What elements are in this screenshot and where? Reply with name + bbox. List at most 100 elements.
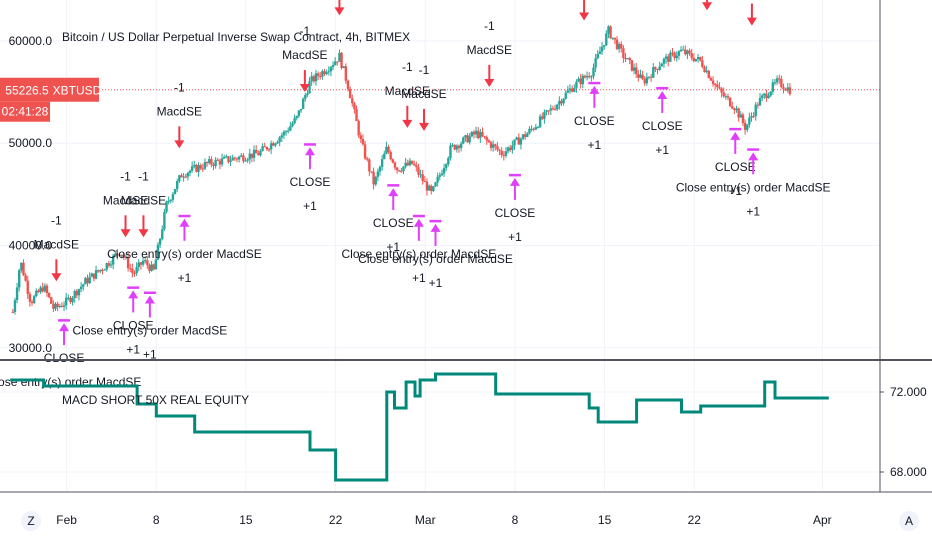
- candle-body: [229, 160, 232, 162]
- candle-body: [769, 91, 772, 96]
- auto-scale-button[interactable]: A: [899, 511, 919, 531]
- candle-body: [600, 46, 604, 52]
- candle-body: [161, 229, 164, 239]
- candle-body: [728, 97, 732, 107]
- short-arrow-head: [120, 229, 131, 238]
- candle-body: [660, 63, 664, 67]
- candle-body: [504, 151, 508, 156]
- signal-qty-label: +1: [412, 271, 426, 285]
- candle-body: [412, 163, 416, 166]
- candle-body: [235, 158, 239, 160]
- candle-body: [784, 89, 787, 91]
- candle-body: [370, 171, 373, 173]
- candle-body: [536, 127, 540, 129]
- candle-body: [701, 60, 704, 68]
- candle-body: [265, 146, 269, 150]
- candle-body: [259, 150, 262, 156]
- candle-body: [150, 264, 153, 271]
- candle-body: [470, 131, 474, 137]
- x-tick-label: 22: [688, 513, 702, 527]
- candle-body: [79, 286, 83, 290]
- close-arrow-bar: [656, 86, 669, 90]
- candle-body: [521, 134, 525, 139]
- short-arrow-head: [484, 78, 495, 87]
- candle-body: [30, 301, 34, 304]
- candle-body: [107, 263, 111, 266]
- candle-body: [468, 136, 471, 143]
- candle-body: [442, 168, 446, 174]
- candle-body: [308, 81, 311, 94]
- candle-body: [406, 162, 409, 166]
- x-tick-label: Feb: [56, 513, 77, 527]
- candle-body: [84, 278, 87, 285]
- signal-close-label: CLOSE: [113, 318, 154, 332]
- candle-body: [696, 56, 700, 60]
- close-arrow-head: [589, 85, 600, 94]
- candle-body: [746, 124, 749, 130]
- candle-body: [129, 268, 132, 270]
- candle-body: [707, 70, 710, 78]
- candle-body: [64, 297, 68, 306]
- candle-body: [609, 26, 612, 39]
- candle-body: [733, 108, 736, 111]
- candle-body: [491, 144, 495, 148]
- candle-body: [519, 138, 523, 145]
- candle-body: [212, 164, 215, 166]
- candle-body: [720, 88, 723, 93]
- candle-body: [688, 50, 691, 54]
- candle-body: [741, 114, 745, 123]
- candle-body: [432, 186, 435, 192]
- close-arrow-bar: [729, 127, 742, 131]
- close-arrow-bar: [387, 184, 400, 187]
- candle-body: [321, 71, 324, 77]
- equity-series-name: MACD SHORT 50X REAL EQUITY: [62, 393, 249, 407]
- candle-body: [188, 170, 192, 173]
- candle-body: [304, 94, 307, 99]
- signal-close-label: Close entry(s) order MacdSE: [73, 324, 228, 338]
- candle-body: [201, 168, 205, 170]
- candle-body: [517, 137, 520, 145]
- candle-body: [679, 49, 683, 52]
- candle-body: [203, 162, 207, 169]
- candle-body: [434, 182, 437, 187]
- candle-body: [178, 175, 181, 182]
- candle-body: [306, 93, 309, 95]
- candle-body: [613, 37, 617, 40]
- candle-body: [368, 159, 371, 172]
- candle-body: [549, 108, 553, 111]
- candle-body: [617, 44, 621, 50]
- candle-body: [395, 167, 399, 171]
- signal-name-label: MacdSE: [385, 84, 430, 98]
- signal-name-label: MacdSE: [157, 104, 202, 118]
- close-arrow-bar: [588, 81, 601, 85]
- candle-body: [82, 284, 85, 287]
- signal-close-label: CLOSE: [495, 206, 536, 220]
- candle-body: [90, 273, 94, 277]
- price-axis-bg: [880, 0, 932, 550]
- candle-body: [570, 88, 574, 92]
- candle-body: [340, 52, 343, 68]
- close-arrow-bar: [127, 286, 140, 289]
- candle-body: [154, 259, 158, 270]
- candle-body: [472, 131, 476, 135]
- candle-body: [575, 81, 578, 88]
- candle-body: [444, 164, 448, 169]
- candle-body: [355, 109, 358, 122]
- candle-body: [752, 116, 755, 118]
- candle-body: [408, 160, 412, 166]
- candle-body: [773, 82, 777, 84]
- candle-body: [233, 157, 237, 159]
- candle-body: [711, 80, 715, 85]
- close-arrow-bar: [747, 148, 760, 151]
- timezone-button[interactable]: Z: [21, 511, 41, 531]
- candle-body: [607, 26, 610, 34]
- candle-body: [58, 306, 61, 308]
- candle-body: [735, 108, 738, 111]
- short-arrow-head: [746, 17, 757, 26]
- candle-body: [263, 146, 266, 148]
- signal-qty-label: +1: [746, 204, 760, 218]
- signal-name-label: MacdSE: [467, 43, 512, 57]
- candle-body: [419, 174, 422, 176]
